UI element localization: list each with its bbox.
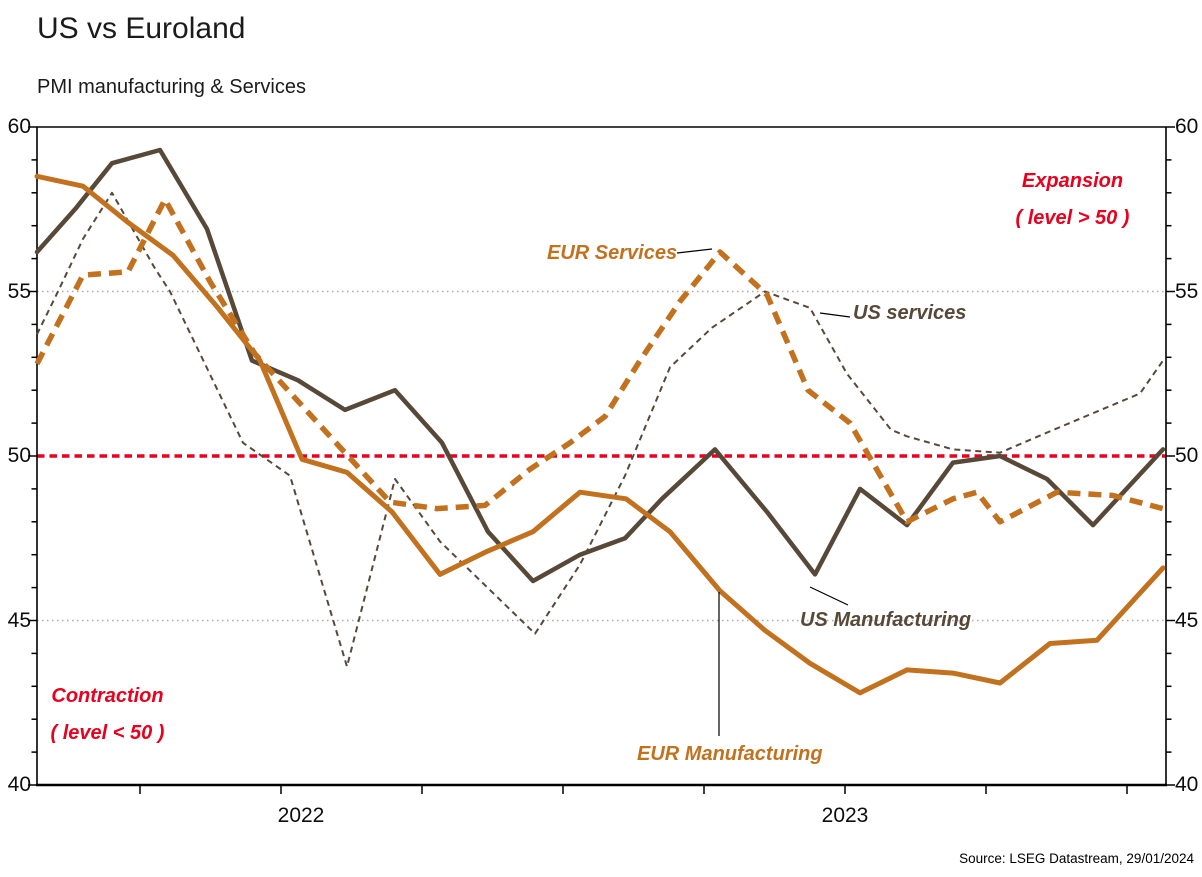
us-services-label: US services	[853, 302, 967, 324]
us-services-label-pointer	[819, 312, 851, 318]
chart-subtitle: PMI manufacturing & Services	[37, 76, 306, 98]
us-manufacturing-label: US Manufacturing	[800, 609, 972, 631]
x-axis-year-label-2022: 2022	[277, 804, 325, 827]
y-axis-label-right-55: 55	[1175, 279, 1199, 303]
y-axis-label-left-45: 45	[7, 608, 31, 632]
series-us-manufacturing-line	[34, 147, 1166, 584]
x-axis-year-label-2023: 2023	[821, 804, 869, 827]
series-us-services-line	[36, 191, 1164, 668]
y-axis-label-left-55: 55	[7, 279, 31, 303]
contraction-annotation: Contraction( level < 50 )	[50, 685, 165, 744]
y-axis-label-right-45: 45	[1175, 608, 1199, 632]
y-axis-label-left-60: 60	[7, 115, 31, 138]
series-eur-services-line	[34, 196, 1164, 525]
eur-services-label-pointer	[676, 248, 713, 254]
y-axis-label-right-60: 60	[1175, 115, 1199, 138]
expansion-annotation: Expansion( level > 50 )	[1015, 170, 1130, 229]
source-note: Source: LSEG Datastream, 29/01/2024	[959, 851, 1194, 866]
eur-manufacturing-label: EUR Manufacturing	[637, 743, 823, 765]
series-eur-manufacturing-line	[34, 173, 1166, 696]
chart-title: US vs Euroland	[37, 12, 246, 45]
y-axis-label-left-50: 50	[7, 444, 31, 467]
y-axis-label-left-40: 40	[7, 773, 31, 796]
us-manufacturing-label-pointer	[809, 586, 849, 606]
eur-services-label: EUR Services	[547, 242, 678, 264]
y-axis-label-right-40: 40	[1175, 773, 1199, 796]
y-axis-label-right-50: 50	[1175, 444, 1199, 467]
